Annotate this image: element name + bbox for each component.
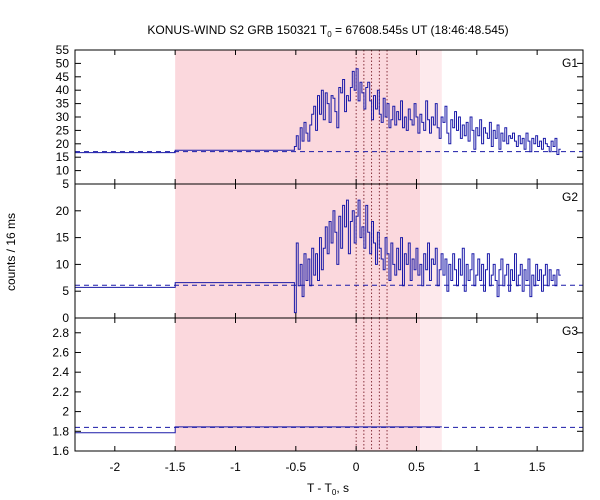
highlight-band-tail [420,184,442,318]
y-tick-label: 2.6 [52,345,69,359]
x-tick-label: -1 [230,460,241,474]
y-tick-label: 5 [62,177,69,191]
y-tick-label: 2.8 [52,326,69,340]
panel-g2: 0 5 10 15 20 G2 [56,183,584,325]
x-tick-label: 0.5 [408,460,425,474]
y-tick-label: 5 [62,284,69,298]
panel-label: G1 [562,56,578,70]
y-tick-label: 15 [56,150,70,164]
y-tick-label: 20 [56,204,70,218]
y-tick-label: 45 [56,70,70,84]
y-axis-label: counts / 16 ms [4,213,18,291]
x-tick-label: -2 [109,460,120,474]
y-tick-label: 20 [56,137,70,151]
y-tick-label: 50 [56,56,70,70]
y-tick-label: 2.2 [52,385,69,399]
y-tick-label: 40 [56,83,70,97]
x-axis-label: T - T0, s [307,481,349,497]
y-tick-label: 30 [56,110,70,124]
chart-title: KONUS-WIND S2 GRB 150321 T0 = 67608.545s… [147,23,508,39]
plot-layer: 510152025303540455055G105101520G21.61.82… [52,43,584,474]
panel-label: G3 [562,324,578,338]
y-tick-label: 10 [56,164,70,178]
y-tick-label: 55 [56,43,70,57]
x-tick-label: 0 [353,460,360,474]
light-curve-g2 [75,199,561,314]
x-tick-label: 1.5 [529,460,546,474]
x-tick-label: -0.5 [285,460,306,474]
panel-g3: 1.6 1.8 2 2.2 2.4 2.6 2.8 G3 [52,317,584,458]
panel-frame [74,317,584,452]
y-tick-label: 15 [56,231,70,245]
y-tick-label: 1.8 [52,424,69,438]
y-tick-label: 25 [56,123,70,137]
y-tick-label: 2 [62,405,69,419]
panel-label: G2 [562,190,578,204]
y-tick-label: 10 [56,257,70,271]
light-curve-g1 [75,68,561,155]
x-tick-label: -1.5 [165,460,186,474]
highlight-band-tail [420,318,442,451]
y-tick-label: 35 [56,97,70,111]
y-tick-label: 2.4 [52,365,69,379]
y-tick-label: 1.6 [52,444,69,458]
y-tick-label: 0 [62,311,69,325]
highlight-band-main [175,184,421,318]
x-tick-label: 1 [473,460,480,474]
light-curve-g3 [75,426,442,434]
highlight-band-main [175,318,421,451]
